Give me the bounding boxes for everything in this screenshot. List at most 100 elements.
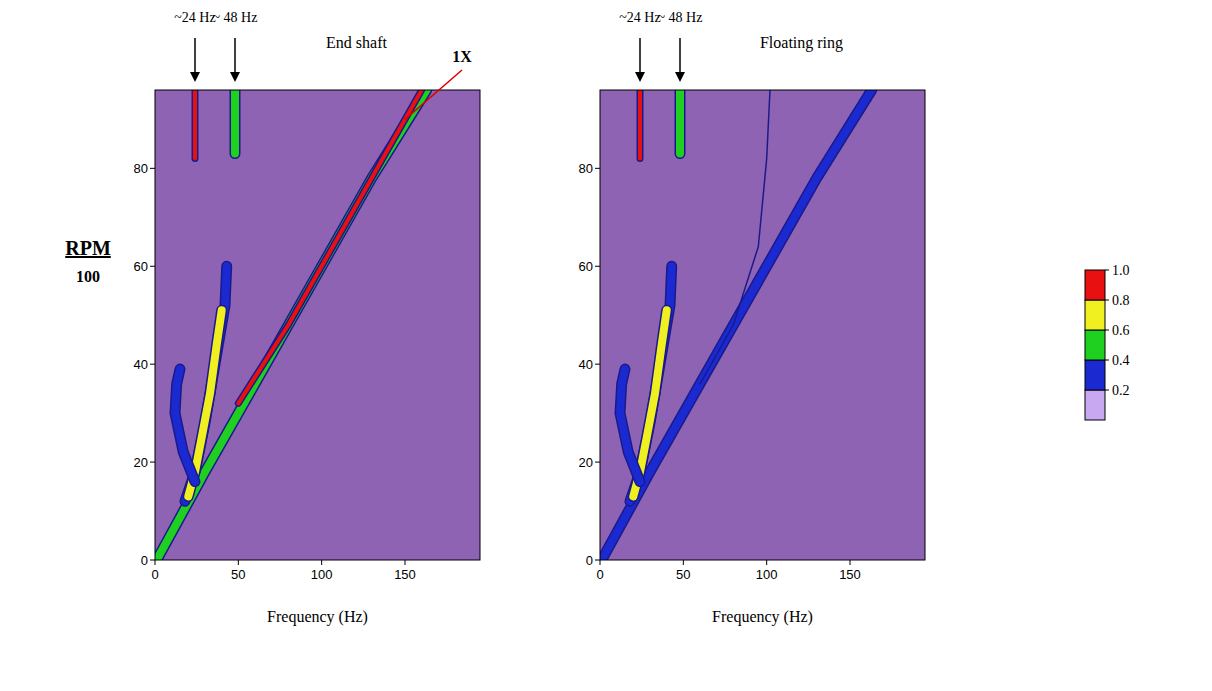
arrow-head — [230, 72, 240, 82]
y-tick-label: 20 — [579, 455, 593, 470]
y-tick-label: 0 — [586, 553, 593, 568]
x-tick-label: 0 — [151, 567, 158, 582]
colorbar-box — [1085, 390, 1105, 420]
colorbar-box — [1085, 270, 1105, 300]
ridge-outline — [238, 90, 421, 403]
ridge-outline — [192, 90, 199, 159]
y-tick — [595, 364, 600, 365]
x-tick-label: 100 — [756, 567, 778, 582]
ridge-outline — [175, 369, 195, 482]
y-tick-label: 40 — [134, 357, 148, 372]
y-tick — [595, 168, 600, 169]
ridge — [620, 369, 640, 482]
y-tick-label: 60 — [134, 259, 148, 274]
annotation: ~ 48 Hz — [658, 10, 703, 25]
x-tick-label: 150 — [394, 567, 416, 582]
ridge — [676, 90, 684, 154]
y-tick-label: 20 — [134, 455, 148, 470]
ridge — [157, 90, 427, 560]
colorbar-label: 0.8 — [1112, 293, 1130, 308]
x-tick-label: 50 — [676, 567, 690, 582]
y-tick — [150, 560, 155, 561]
plot-area — [155, 90, 480, 560]
x-tick-label: 100 — [311, 567, 333, 582]
x-tick-label: 0 — [596, 567, 603, 582]
y-tick-label: 60 — [579, 259, 593, 274]
colorbar-label: 0.4 — [1112, 353, 1130, 368]
annotation-arrow — [639, 38, 641, 74]
ridge — [238, 90, 421, 403]
ridge — [602, 90, 872, 560]
title: Floating ring — [760, 34, 843, 52]
y-scale-label: 100 — [76, 268, 100, 285]
y-tick-label: 0 — [141, 553, 148, 568]
plot-area — [600, 90, 925, 560]
arrow-head — [190, 72, 200, 82]
y-tick — [150, 266, 155, 267]
ridges — [602, 90, 872, 560]
colorbar-label: 0.2 — [1112, 383, 1130, 398]
ridge-outline — [620, 369, 640, 482]
ridge — [175, 369, 195, 482]
colorbar-label: 1.0 — [1112, 263, 1130, 278]
y-label: RPM — [65, 237, 111, 259]
x-tick — [850, 560, 851, 565]
y-tick-label: 80 — [579, 161, 593, 176]
ridge-outline — [157, 90, 427, 560]
ridge-outline — [602, 90, 872, 560]
y-tick — [595, 266, 600, 267]
ridge — [638, 90, 642, 159]
ridge-outline — [230, 90, 241, 154]
colorbar-box — [1085, 360, 1105, 390]
colorbar-tick — [1105, 360, 1109, 361]
y-tick — [595, 462, 600, 463]
frame — [600, 90, 925, 560]
annotation: ~24 Hz — [174, 10, 215, 25]
annotation-arrow — [194, 38, 196, 74]
figure: 0 50 100 150 0 20 40 60 80 Frequency (Hz) End shaf… — [0, 0, 1212, 691]
colorbar-tick — [1105, 300, 1109, 301]
colorbar-box — [1085, 330, 1105, 360]
arrow-head — [675, 72, 685, 82]
x-tick — [766, 560, 767, 565]
annotation-line — [405, 70, 462, 119]
y-tick-label: 80 — [134, 161, 148, 176]
colorbar: 0.2 0.4 0.6 0.8 1.0 — [1085, 263, 1130, 420]
x-tick — [600, 560, 601, 565]
annotation-arrow — [679, 38, 681, 74]
panel: 0 50 100 150 0 20 40 60 80 Frequency (Hz) Floating… — [579, 10, 925, 626]
ridge-outline — [637, 90, 644, 159]
y-tick-label: 40 — [579, 357, 593, 372]
frame — [155, 90, 480, 560]
y-tick — [595, 560, 600, 561]
title: End shaft — [326, 34, 387, 51]
x-tick-label: 150 — [839, 567, 861, 582]
x-tick — [405, 560, 406, 565]
ridge-outline — [675, 90, 686, 154]
colorbar-tick — [1105, 330, 1109, 331]
x-tick — [683, 560, 684, 565]
annotation: 1X — [452, 48, 472, 65]
ridge — [700, 90, 770, 384]
y-tick — [150, 462, 155, 463]
ridge — [193, 90, 197, 159]
x-label: Frequency (Hz) — [712, 608, 813, 626]
x-label: Frequency (Hz) — [267, 608, 368, 626]
x-tick — [321, 560, 322, 565]
annotation: ~ 48 Hz — [213, 10, 258, 25]
panel: 0 50 100 150 0 20 40 60 80 Frequency (Hz) End shaf… — [65, 10, 480, 626]
annotation: ~24 Hz — [619, 10, 660, 25]
y-tick — [150, 168, 155, 169]
ridge — [231, 90, 239, 154]
x-tick — [238, 560, 239, 565]
y-tick — [150, 364, 155, 365]
colorbar-tick — [1105, 270, 1109, 271]
ridges — [157, 90, 427, 560]
x-tick — [155, 560, 156, 565]
x-tick-label: 50 — [231, 567, 245, 582]
arrow-head — [635, 72, 645, 82]
annotation-arrow — [234, 38, 236, 74]
colorbar-box — [1085, 300, 1105, 330]
colorbar-label: 0.6 — [1112, 323, 1130, 338]
colorbar-tick — [1105, 390, 1109, 391]
